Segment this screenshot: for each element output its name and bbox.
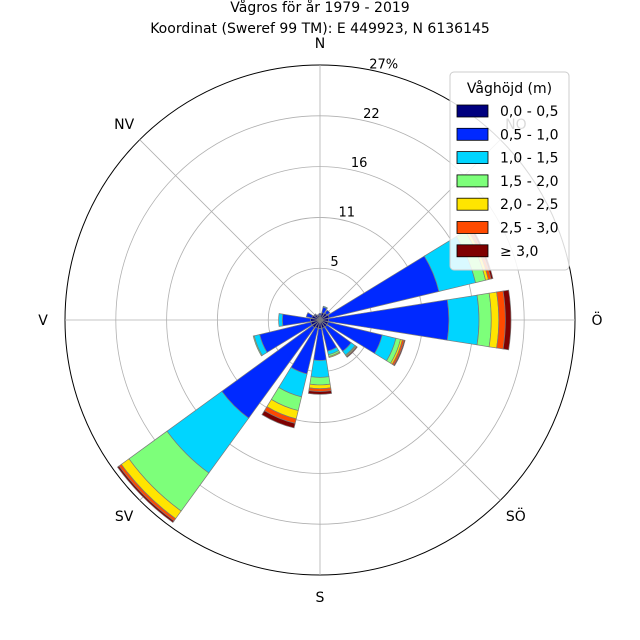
legend: Våghöjd (m) 0,0 - 0,5 0,5 - 1,0 1,0 - 1,5 1,… bbox=[449, 71, 570, 271]
rose-bar-segment bbox=[316, 314, 320, 317]
direction-label: Ö bbox=[591, 311, 602, 329]
legend-swatch bbox=[456, 221, 489, 234]
rose-bar-segment bbox=[313, 313, 317, 317]
direction-label: S bbox=[316, 590, 325, 606]
legend-title: Våghöjd (m) bbox=[467, 80, 552, 97]
rose-bar-segment bbox=[307, 390, 333, 395]
radial-tick-label: 11 bbox=[339, 205, 356, 220]
legend-box bbox=[449, 71, 570, 271]
rose-bar-segment bbox=[502, 289, 512, 351]
direction-label: V bbox=[38, 313, 48, 329]
legend-entry: 1,0 - 1,5 bbox=[500, 151, 558, 167]
rose-bar-segment bbox=[346, 346, 358, 358]
rose-bar-segment bbox=[117, 465, 175, 523]
legend-swatch bbox=[456, 197, 489, 211]
rose-bar-segment bbox=[446, 294, 480, 346]
radial-tick-labels: 5 11 16 22 27% bbox=[330, 58, 398, 270]
legend-swatch bbox=[456, 151, 489, 165]
legend-swatch bbox=[456, 244, 489, 258]
rose-bar-segment bbox=[252, 335, 263, 357]
rose-bars bbox=[117, 226, 512, 523]
radial-tick-label: 27% bbox=[369, 58, 398, 73]
chart-subtitle: Koordinat (Sweref 99 TM): E 449923, N 61… bbox=[150, 21, 490, 37]
rose-bar-segment bbox=[328, 351, 341, 358]
direction-label: SÖ bbox=[506, 507, 526, 525]
radial-tick-label: 16 bbox=[351, 156, 368, 171]
rose-bar-segment bbox=[476, 292, 492, 348]
legend-entry: 0,0 - 0,5 bbox=[500, 104, 558, 120]
direction-label: N bbox=[315, 36, 325, 52]
radial-tick-label: 5 bbox=[330, 255, 338, 270]
legend-swatch bbox=[456, 127, 489, 141]
legend-entry: 1,5 - 2,0 bbox=[500, 174, 558, 190]
rose-bar-segment bbox=[324, 309, 331, 316]
rose-bar-segment bbox=[261, 410, 296, 429]
direction-label: SV bbox=[115, 509, 134, 525]
legend-entry: 2,0 - 2,5 bbox=[500, 197, 558, 213]
direction-label: NV bbox=[114, 117, 134, 133]
legend-entry: ≥ 3,0 bbox=[500, 244, 538, 260]
radial-tick-label: 22 bbox=[363, 107, 380, 122]
rose-bar-segment bbox=[322, 305, 328, 310]
legend-swatch bbox=[456, 104, 489, 118]
legend-entry: 2,5 - 3,0 bbox=[500, 221, 558, 237]
legend-swatch bbox=[456, 174, 489, 188]
rose-bar-segment bbox=[393, 339, 406, 367]
rose-bar-segment bbox=[309, 376, 331, 386]
rose-bar-segment bbox=[318, 313, 322, 316]
legend-entry: 0,5 - 1,0 bbox=[500, 127, 558, 143]
grid-spoke bbox=[139, 139, 321, 321]
rose-bar-segment bbox=[305, 312, 314, 319]
chart-title: Vågros för år 1979 - 2019 bbox=[230, 0, 409, 16]
rose-bar-segment bbox=[310, 359, 330, 378]
rose-bar-segment bbox=[278, 313, 284, 327]
